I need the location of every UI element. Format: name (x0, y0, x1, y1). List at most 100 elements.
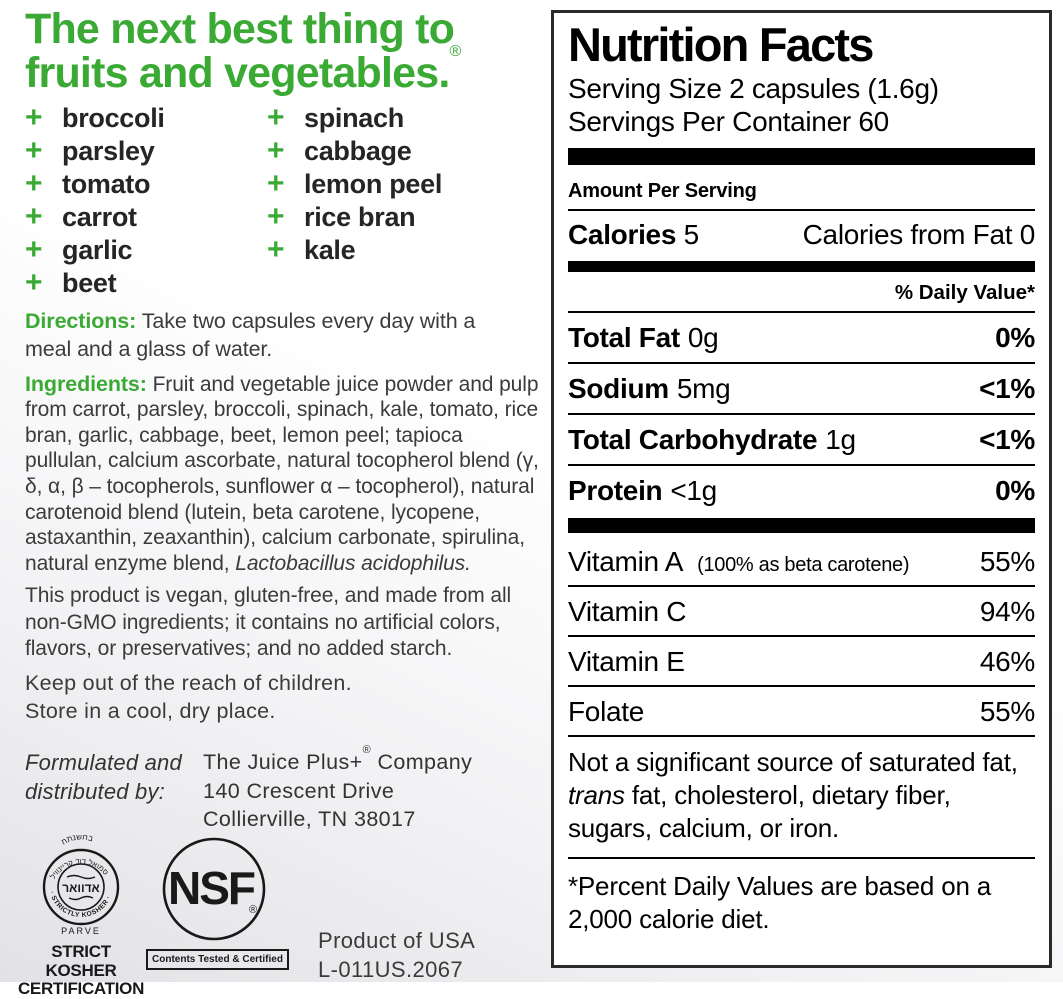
ingredients-text: Fruit and vegetable juice powder and pul… (25, 372, 539, 575)
company-name: The Juice Plus+® Company (203, 744, 473, 777)
calories-label: Calories (568, 218, 677, 250)
nutrient-name: Sodium (568, 372, 669, 404)
disclaimer-text-end: fat, cholesterol, dietary fiber, sugars,… (568, 780, 951, 844)
benefit-item: + tomato (25, 168, 267, 201)
servings-per-container: Servings Per Container 60 (568, 106, 889, 138)
benefit-label: beet (62, 267, 117, 298)
nsf-caption-box: Contents Tested & Certified (146, 949, 289, 970)
svg-text:PARVE: PARVE (61, 926, 101, 936)
plus-icon: + (25, 101, 43, 135)
calories-row: Calories 5 Calories from Fat 0 (568, 211, 1035, 261)
nutrition-title: Nutrition Facts (568, 18, 874, 71)
benefits-list: + broccoli + parsley + tomato + carrot + garl… (25, 102, 539, 300)
marketing-column: The next best thing to fruits and vegeta… (25, 5, 539, 726)
kosher-certification-block: בתשנתח סמואל דוד קריינוויל · STRICTLY KO… (16, 832, 146, 999)
nutrient-amount: 0g (687, 321, 719, 353)
benefit-item: + garlic (25, 234, 267, 267)
kosher-caption-line2: CERTIFICATION (17, 979, 145, 999)
company-name-text: The Juice Plus+ (203, 750, 363, 774)
nutrient-cell: Sodium 5mg (568, 372, 731, 405)
vitamin-dv: 55% (979, 695, 1035, 727)
svg-text:בתשנתח: בתשנתח (60, 835, 95, 847)
formulated-block: Formulated and distributed by: The Juice… (25, 744, 473, 834)
svg-text:אדוואר: אדוואר (62, 881, 100, 895)
plus-icon: + (267, 101, 285, 135)
vitamin-dv: 55% (979, 545, 1035, 577)
storage-line-2: Store in a cool, dry place. (25, 699, 276, 724)
nutrient-dv: <1% (979, 423, 1035, 455)
nutrient-row-total-carbohydrate: Total Carbohydrate 1g <1% (568, 415, 1035, 466)
company-address: The Juice Plus+® Company 140 Crescent Dr… (203, 744, 473, 834)
nutrient-cell: Total Fat 0g (568, 321, 719, 354)
plus-icon: + (25, 167, 43, 201)
plus-icon: + (25, 134, 43, 168)
nutrient-name: Total Carbohydrate (568, 423, 818, 455)
benefit-item: + cabbage (267, 135, 442, 168)
product-origin-block: Product of USA L-011US.2067 (318, 926, 475, 984)
nutrient-name: Protein (568, 474, 663, 506)
registered-mark-icon: ® (449, 42, 461, 60)
formulated-label-line2: distributed by: (25, 779, 165, 805)
benefit-label: rice bran (304, 201, 416, 232)
kosher-seal-icon: בתשנתח סמואל דוד קריינוויל · STRICTLY KO… (42, 832, 120, 936)
svg-text:NSF: NSF (168, 862, 255, 914)
benefits-column-2: + spinach + cabbage + lemon peel + rice bran… (267, 102, 442, 300)
vitamin-name: Vitamin A (568, 545, 684, 577)
nutrition-facts-panel: Nutrition Facts Serving Size 2 capsules … (551, 10, 1052, 968)
nsf-certification-block: NSF ® Contents Tested & Certified (146, 836, 289, 970)
nutrient-amount: 5mg (676, 372, 731, 404)
benefit-label: carrot (62, 201, 137, 232)
plus-icon: + (267, 167, 285, 201)
nutrient-name: Total Fat (568, 321, 680, 353)
formulated-label-line1: Formulated and (25, 750, 182, 775)
plus-icon: + (25, 233, 43, 267)
vitamin-name: Folate (568, 695, 645, 727)
divider-bar (568, 147, 1035, 165)
directions-label: Directions: (25, 308, 137, 333)
ingredients-paragraph: Ingredients: Fruit and vegetable juice p… (25, 371, 539, 577)
benefit-item: + carrot (25, 201, 267, 234)
nutrient-dv: <1% (979, 372, 1035, 404)
vitamin-name: Vitamin C (568, 595, 687, 627)
nutrient-row-sodium: Sodium 5mg <1% (568, 364, 1035, 415)
vitamin-note: (100% as beta carotene) (697, 553, 910, 576)
disclaimer-text: Not a significant source of saturated fa… (568, 746, 1018, 777)
vitamin-name: Vitamin E (568, 645, 685, 677)
benefits-column-1: + broccoli + parsley + tomato + carrot + garl… (25, 102, 267, 300)
disclaimer-italic: trans (568, 780, 625, 811)
divider-bar (568, 260, 1035, 272)
nutrient-amount: <1g (670, 474, 717, 506)
benefit-label: kale (304, 234, 356, 265)
product-code: L-011US.2067 (318, 957, 464, 983)
vitamin-row-a: Vitamin A (100% as beta carotene) 55% (568, 537, 1035, 587)
headline-line1: The next best thing to (25, 5, 455, 53)
directions-text: Take two capsules every day with a meal … (25, 308, 476, 361)
vitamin-row-e: Vitamin E 46% (568, 637, 1035, 687)
serving-size: Serving Size 2 capsules (1.6g) (568, 72, 939, 104)
benefit-item: + beet (25, 267, 267, 300)
nsf-logo-icon: NSF ® (162, 837, 266, 941)
nutrient-cell: Protein <1g (568, 475, 717, 507)
benefit-label: garlic (62, 234, 133, 265)
headline: The next best thing to fruits and vegeta… (25, 5, 539, 96)
benefit-item: + broccoli (25, 102, 267, 135)
ingredients-label: Ingredients: (25, 371, 147, 396)
nutrient-dv: 0% (995, 474, 1035, 506)
storage-line-1: Keep out of the reach of children. (25, 670, 352, 695)
nutrient-dv: 0% (995, 321, 1035, 353)
vitamin-row-c: Vitamin C 94% (568, 587, 1035, 637)
benefit-item: + kale (267, 234, 442, 267)
nutrient-cell: Total Carbohydrate 1g (568, 424, 856, 456)
nutrient-row-total-fat: Total Fat 0g 0% (568, 313, 1035, 364)
plus-icon: + (267, 233, 285, 267)
daily-value-footnote: *Percent Daily Values are based on a 2,0… (568, 870, 992, 935)
plus-icon: + (25, 266, 43, 300)
benefit-item: + spinach (267, 102, 442, 135)
plus-icon: + (267, 134, 285, 168)
company-street: 140 Crescent Drive (203, 778, 395, 803)
nutrient-row-protein: Protein <1g 0% (568, 466, 1035, 515)
benefit-label: parsley (62, 135, 155, 166)
registered-mark-icon: ® (362, 743, 372, 756)
vitamin-row-folate: Folate 55% (568, 687, 1035, 737)
company-name-suffix: Company (371, 750, 473, 774)
